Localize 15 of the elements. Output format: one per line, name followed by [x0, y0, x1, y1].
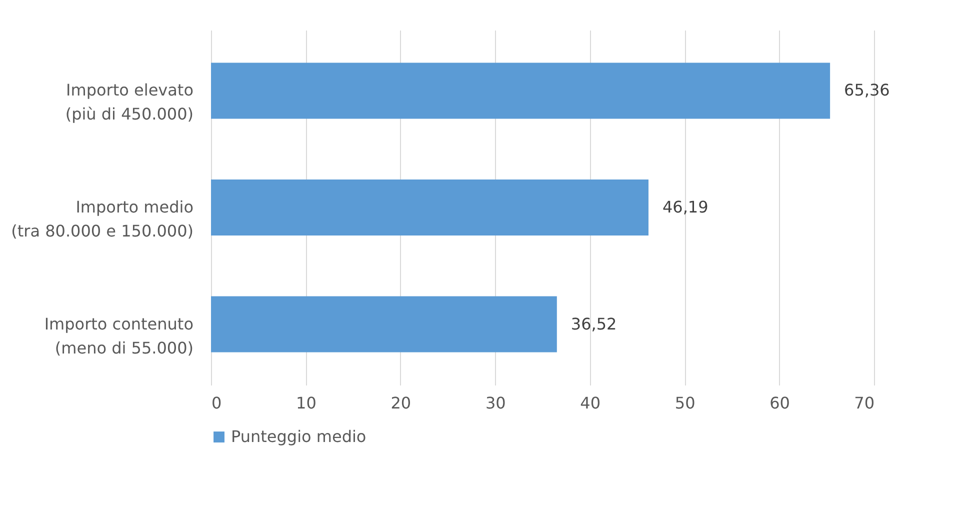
- data-label: 65,36: [844, 80, 890, 100]
- y-tick-label: Importo elevato (più di 450.000): [65, 80, 194, 124]
- x-tick-label: 50: [674, 394, 696, 412]
- y-tick-label: Importo medio (tra 80.000 e 150.000): [11, 198, 194, 240]
- x-tick-label: 70: [854, 394, 874, 412]
- x-tick-label: 60: [770, 394, 790, 412]
- x-tick-label: 10: [296, 394, 316, 412]
- x-tick-label: 30: [485, 394, 506, 412]
- legend-label: Punteggio medio: [231, 427, 366, 446]
- x-tick-label: 40: [580, 394, 601, 412]
- y-tick-label: Importo contenuto (meno di 55.000): [44, 314, 194, 358]
- x-tick-label: 0: [212, 394, 222, 412]
- x-tick-label: 20: [390, 394, 412, 412]
- data-label: 46,19: [662, 198, 708, 216]
- data-label: 36,52: [570, 314, 617, 334]
